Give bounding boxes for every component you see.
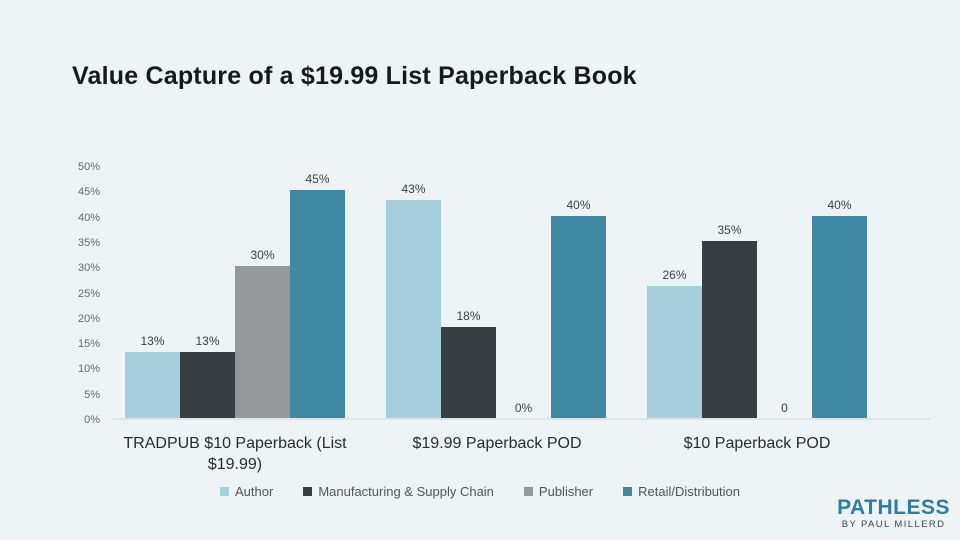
bar-manufacturing-supply-chain: 35% <box>702 223 757 418</box>
y-tick-label: 20% <box>77 312 100 325</box>
bar-retail-distribution: 40% <box>551 198 606 418</box>
brand-subtitle: BY PAUL MILLERD <box>841 519 946 530</box>
legend-swatch-icon <box>303 487 313 496</box>
bar-value-label: 13% <box>195 334 220 348</box>
y-tick-label: 30% <box>77 262 100 275</box>
bar-manufacturing-supply-chain: 18% <box>441 309 496 418</box>
bar-value-label: 40% <box>566 198 591 212</box>
y-tick-label: 40% <box>77 211 100 224</box>
legend-item-retail-distribution: Retail/Distribution <box>623 484 740 499</box>
brand-logo: PATHLESS BY PAUL MILLERD <box>837 496 950 531</box>
legend-swatch-icon <box>523 487 533 496</box>
bar-value-label: 45% <box>305 172 330 186</box>
legend-label: Publisher <box>538 484 594 499</box>
legend-item-author: Author <box>220 484 273 499</box>
bar-value-label: 0% <box>514 401 533 415</box>
y-tick-label: 10% <box>77 363 100 376</box>
bar-author: 26% <box>647 268 702 418</box>
y-tick-label: 15% <box>77 338 100 351</box>
y-tick-label: 50% <box>77 161 100 173</box>
bar-value-label: 30% <box>250 248 275 262</box>
y-tick-label: 5% <box>84 388 100 401</box>
legend-label: Author <box>235 484 274 499</box>
bar-retail-distribution: 40% <box>812 198 867 418</box>
bar-value-label: 35% <box>717 223 742 237</box>
bar-author: 13% <box>125 334 180 418</box>
x-axis-label-1: TRADPUB $10 Paperback (List $19.99) <box>123 435 347 473</box>
x-axis-labels: TRADPUB $10 Paperback (List $19.99) $19.9… <box>112 433 930 477</box>
plot-area: 13% 13% 30% 45% 43% 18% 0% 40% 26% 35% 0 40% <box>112 167 930 420</box>
brand-name: PATHLESS <box>837 496 950 519</box>
bar-publisher: 30% <box>235 248 290 418</box>
legend-label: Manufacturing & Supply Chain <box>318 484 494 499</box>
chart-title: Value Capture of a $19.99 List Paperback… <box>72 62 637 90</box>
legend-item-manufacturing-supply-chain: Manufacturing & Supply Chain <box>303 484 494 499</box>
bar-author: 43% <box>386 182 441 418</box>
bar-value-label: 13% <box>140 334 165 348</box>
bar-group-2: 43% 18% 0% 40% <box>386 167 606 418</box>
bar-value-label: 43% <box>401 182 426 196</box>
bar-group-1: 13% 13% 30% 45% <box>125 167 345 418</box>
bar-value-label: 26% <box>662 268 687 282</box>
x-axis-label-3: $10 Paperback POD <box>683 435 831 452</box>
bar-value-label: 18% <box>456 309 481 323</box>
bar-value-label: 0 <box>781 401 788 415</box>
legend-label: Retail/Distribution <box>638 484 740 499</box>
y-tick-label: 25% <box>77 287 100 300</box>
legend: Author Manufacturing & Supply Chain Publis… <box>0 484 960 499</box>
legend-item-publisher: Publisher <box>523 484 594 499</box>
y-tick-label: 45% <box>77 186 100 199</box>
y-tick-label: 0% <box>84 414 100 426</box>
y-tick-label: 35% <box>77 236 100 249</box>
x-axis-label-2: $19.99 Paperback POD <box>412 435 582 452</box>
bar-retail-distribution: 45% <box>290 172 345 418</box>
bar-manufacturing-supply-chain: 13% <box>180 334 235 418</box>
legend-swatch-icon <box>220 487 229 496</box>
bar-value-label: 40% <box>827 198 852 212</box>
bar-group-3: 26% 35% 0 40% <box>647 167 867 418</box>
legend-swatch-icon <box>623 487 633 496</box>
y-axis: 0% 5% 10% 15% 20% 25% 30% 35% 40% 45% 50% <box>58 161 100 426</box>
